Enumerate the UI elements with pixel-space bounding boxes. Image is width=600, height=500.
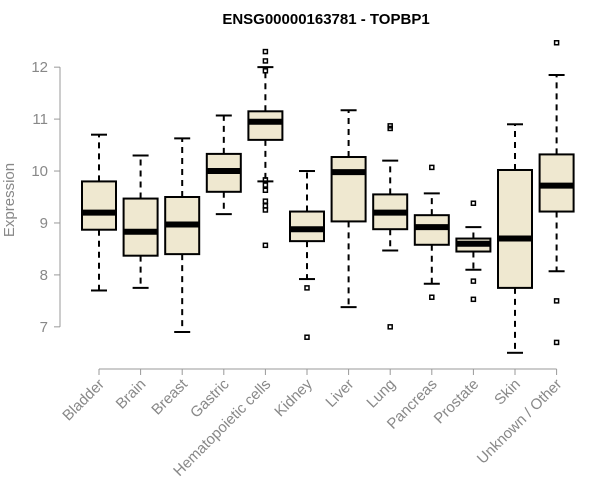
outlier-point	[262, 203, 269, 209]
x-tick-label: Bladder	[59, 376, 108, 425]
outlier-point	[553, 40, 560, 46]
box-lung	[372, 123, 409, 330]
y-tick-label: 11	[32, 111, 48, 128]
outlier-point	[470, 296, 477, 303]
y-tick-label: 10	[31, 163, 48, 180]
outlier-point	[262, 187, 269, 193]
box-liver	[330, 109, 367, 309]
x-tick-label: Breast	[148, 375, 191, 418]
box-hematopoietic-cells	[247, 48, 284, 249]
outlier-point	[262, 207, 269, 213]
box-prostate	[455, 200, 492, 303]
box-gastric	[205, 114, 242, 216]
box-pancreas	[413, 164, 450, 300]
x-tick-label: Liver	[322, 376, 357, 411]
outlier-point	[553, 339, 560, 346]
box-brain	[122, 154, 159, 289]
y-tick-label: 9	[40, 215, 48, 232]
outlier-point	[553, 298, 560, 304]
outlier-point	[387, 125, 393, 132]
iqr-box	[497, 168, 533, 289]
y-axis: 7 8 9 10 11 12	[31, 59, 61, 336]
outlier-point	[304, 285, 310, 291]
iqr-box	[247, 110, 284, 141]
outlier-point	[262, 58, 269, 64]
outlier-point	[262, 242, 269, 249]
outlier-point	[262, 48, 269, 55]
iqr-box	[122, 197, 159, 257]
box-kidney	[289, 170, 325, 340]
x-tick-label: Kidney	[271, 375, 316, 420]
outlier-point	[262, 68, 269, 74]
x-tick-label: Lung	[363, 376, 399, 412]
y-tick-label: 8	[40, 267, 48, 284]
outlier-point	[387, 324, 393, 330]
box-skin	[497, 123, 533, 354]
iqr-box	[81, 180, 117, 231]
y-tick-label: 12	[31, 59, 48, 76]
outlier-point	[304, 334, 310, 340]
box-unknown-other	[538, 40, 575, 346]
outlier-point	[262, 198, 269, 204]
outlier-point	[429, 164, 435, 171]
chart-title: ENSG00000163781 - TOPBP1	[222, 11, 429, 28]
outlier-point	[429, 294, 435, 300]
outlier-point	[470, 278, 477, 284]
box-bladder	[81, 133, 117, 292]
x-tick-label: Brain	[113, 376, 150, 413]
iqr-box	[330, 156, 367, 223]
box-breast	[164, 137, 201, 334]
outlier-point	[262, 182, 269, 188]
x-tick-label: Prostate	[431, 376, 483, 428]
x-tick-label: Skin	[491, 376, 524, 409]
y-axis-label: Expression	[1, 163, 18, 237]
boxes-group	[81, 40, 575, 354]
y-tick-label: 7	[40, 319, 48, 336]
outlier-point	[262, 177, 269, 183]
outlier-point	[470, 200, 477, 206]
